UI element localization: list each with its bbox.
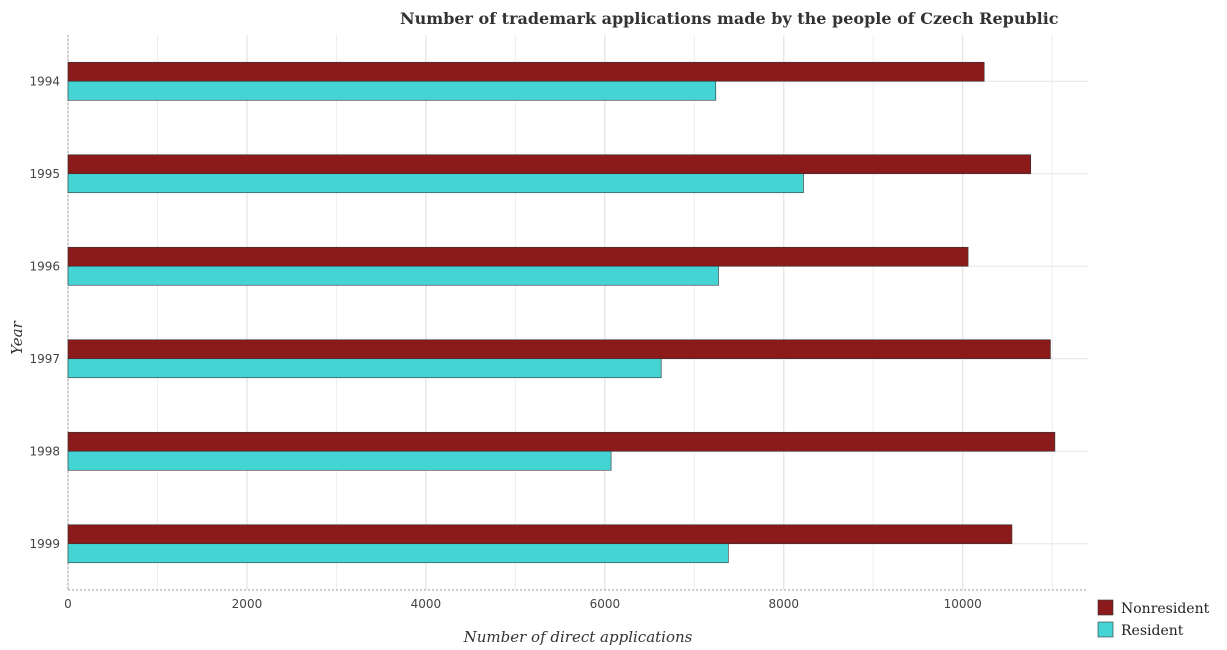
bar-nonresident-1994: [67, 61, 985, 82]
bar-resident-1998: [67, 450, 612, 471]
bar-nonresident-1995: [67, 154, 1032, 175]
x-tick-label: 2000: [232, 597, 263, 611]
bars: [67, 61, 1056, 564]
x-tick-label: 10000: [944, 597, 982, 611]
x-tick-label: 6000: [590, 597, 621, 611]
bar-resident-1994: [67, 80, 717, 101]
y-axis-ticks: 1994 1995 1996 1997 1998 1999: [29, 74, 60, 551]
x-axis-ticks: 0 2000 4000 6000 8000 10000: [64, 597, 982, 611]
bar-nonresident-1999: [67, 524, 1013, 545]
legend: Nonresident Resident: [1097, 599, 1210, 639]
grid: [67, 35, 1088, 591]
bar-resident-1999: [67, 543, 729, 564]
bar-nonresident-1996: [67, 246, 969, 267]
y-tick-label: 1996: [29, 259, 60, 273]
bar-nonresident-1997: [67, 339, 1051, 360]
x-tick-label: 8000: [769, 597, 800, 611]
legend-label-resident: Resident: [1121, 623, 1184, 639]
legend-swatch-resident: [1097, 621, 1114, 638]
x-tick-label: 4000: [411, 597, 442, 611]
y-tick-label: 1995: [29, 167, 60, 181]
bar-resident-1996: [67, 265, 719, 286]
y-tick-label: 1999: [29, 537, 60, 551]
bar-nonresident-1998: [67, 431, 1056, 452]
legend-label-nonresident: Nonresident: [1121, 601, 1210, 617]
y-tick-label: 1994: [29, 74, 60, 88]
chart-title: Number of trademark applications made by…: [400, 9, 1059, 28]
legend-swatch-nonresident: [1097, 599, 1114, 616]
y-tick-label: 1998: [29, 444, 60, 458]
x-tick-label: 0: [64, 597, 72, 611]
x-axis-label: Number of direct applications: [463, 628, 693, 646]
y-tick-label: 1997: [29, 352, 60, 366]
bar-resident-1995: [67, 173, 804, 194]
y-axis-label: Year: [8, 320, 26, 354]
bar-resident-1997: [67, 358, 662, 379]
